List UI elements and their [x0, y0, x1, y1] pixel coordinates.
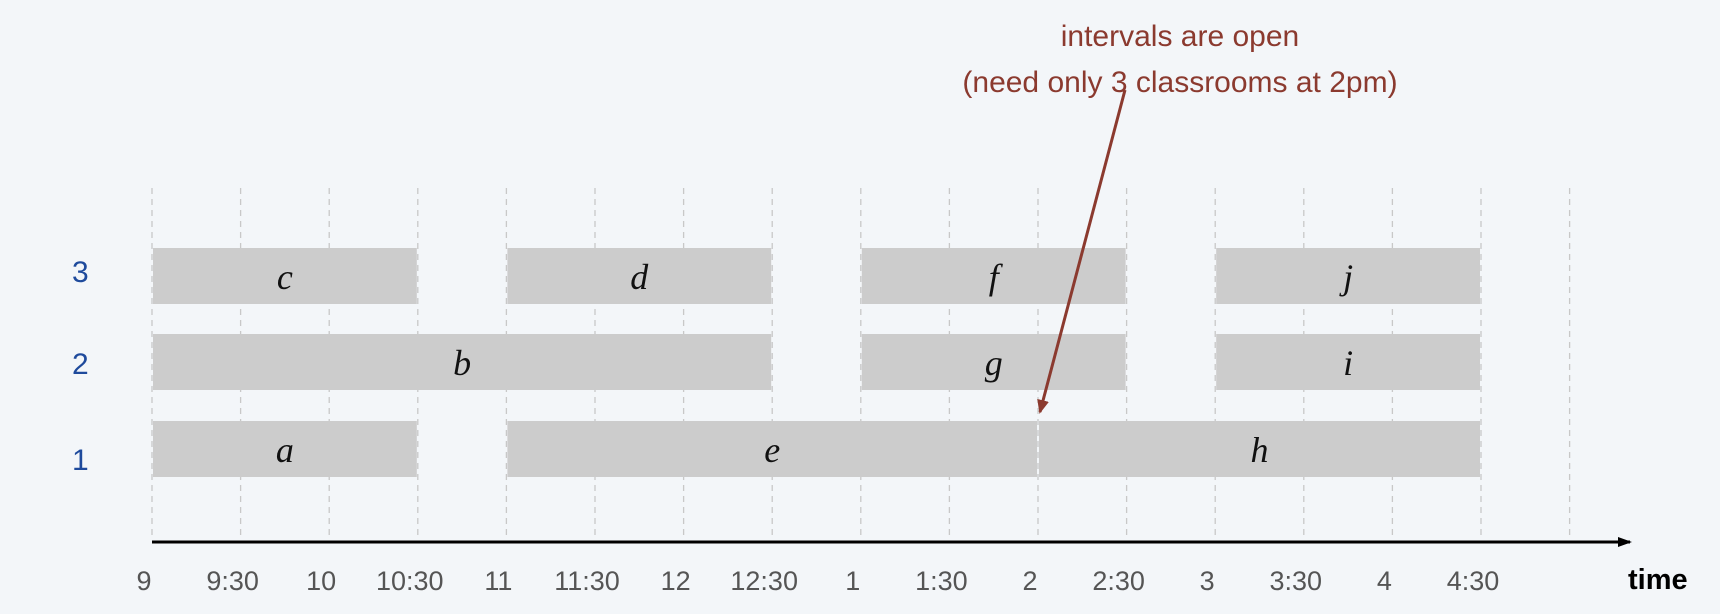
- interval-bars: a e h b g i c d f j: [153, 248, 1480, 477]
- tick-label: 3: [1199, 566, 1215, 596]
- interval-f: f: [861, 248, 1126, 304]
- interval-bar-a: [153, 421, 417, 477]
- interval-bar-g: [861, 334, 1126, 390]
- interval-label-h: h: [1251, 430, 1269, 470]
- interval-bar-d: [507, 248, 772, 304]
- interval-bar-h: [1039, 421, 1480, 477]
- tick-label: 9:30: [206, 566, 259, 596]
- interval-e: e: [507, 421, 1037, 477]
- interval-label-b: b: [453, 343, 471, 383]
- tick-label: 10: [306, 566, 337, 596]
- interval-bar-i: [1216, 334, 1480, 390]
- row-label-2: 2: [72, 348, 89, 381]
- row-label-1: 1: [72, 444, 89, 477]
- interval-label-g: g: [985, 343, 1003, 383]
- tick-label: 11: [484, 566, 513, 596]
- annotation-line-2: (need only 3 classrooms at 2pm): [962, 66, 1398, 99]
- axis-label-time: time: [1628, 564, 1688, 596]
- interval-bar-c: [153, 248, 417, 304]
- tick-label: 10:30: [376, 566, 444, 596]
- interval-i: i: [1216, 334, 1480, 390]
- tick-label: 4:30: [1446, 566, 1500, 596]
- tick-label: 11:30: [554, 566, 620, 596]
- interval-bar-j: [1216, 248, 1480, 304]
- interval-b: b: [153, 334, 772, 390]
- tick-label: 3:30: [1269, 566, 1323, 596]
- interval-label-i: i: [1343, 343, 1353, 383]
- interval-label-j: j: [1339, 257, 1353, 297]
- interval-label-e: e: [764, 430, 780, 470]
- interval-g: g: [861, 334, 1126, 390]
- tick-label: 12:30: [730, 566, 798, 596]
- row-label-3: 3: [72, 256, 89, 289]
- interval-h: h: [1039, 421, 1480, 477]
- interval-bar-e: [507, 421, 1037, 477]
- tick-label: 12: [660, 566, 691, 596]
- tick-label: 1:30: [915, 566, 968, 596]
- interval-a: a: [153, 421, 417, 477]
- interval-d: d: [507, 248, 772, 304]
- tick-label: 2: [1022, 566, 1038, 596]
- tick-label: 4: [1376, 566, 1392, 596]
- interval-label-c: c: [277, 257, 293, 297]
- tick-label: 2:30: [1092, 566, 1145, 596]
- tick-label: 1: [845, 566, 861, 596]
- tick-label: 9: [136, 566, 152, 596]
- annotation-line-1: intervals are open: [1060, 20, 1300, 53]
- interval-c: c: [153, 248, 417, 304]
- interval-label-d: d: [630, 257, 649, 297]
- annotation-arrow: [1037, 89, 1127, 414]
- interval-j: j: [1216, 248, 1480, 304]
- interval-label-a: a: [276, 430, 294, 470]
- interval-bar-b: [153, 334, 772, 390]
